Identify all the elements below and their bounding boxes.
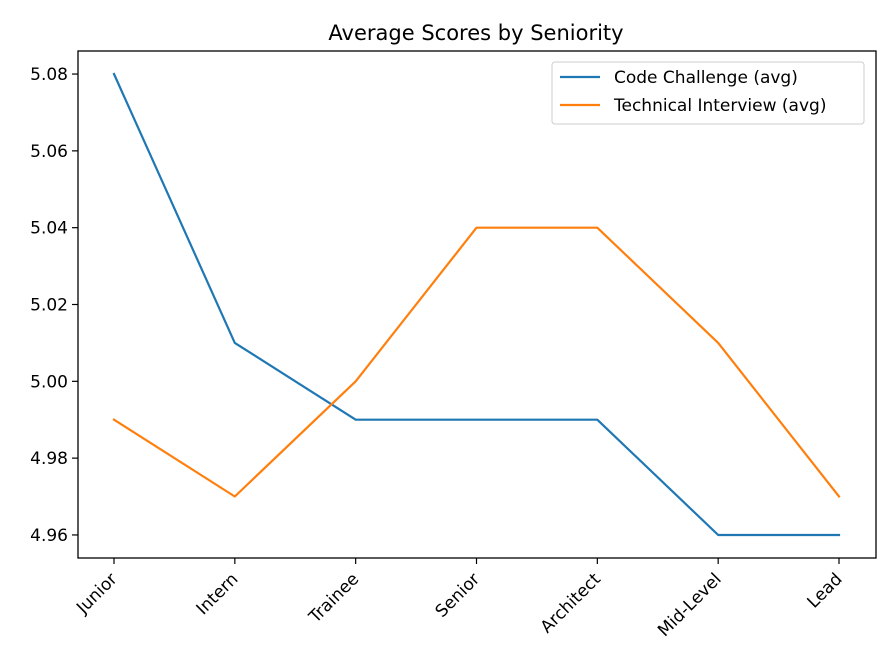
legend-label-1: Technical Interview (avg) (613, 96, 826, 116)
legend: Code Challenge (avg) Technical Interview … (551, 61, 865, 125)
x-tick-label: Intern (193, 569, 243, 619)
y-tick-label: 5.08 (30, 65, 68, 85)
y-tick-label: 5.04 (30, 219, 68, 239)
x-axis: Junior Intern Trainee Senior Architect Mid-Le… (72, 558, 847, 641)
legend-label-0: Code Challenge (avg) (614, 68, 798, 88)
x-tick-label: Senior (432, 569, 484, 621)
y-tick-label: 5.06 (30, 142, 68, 162)
y-axis: 4.96 4.98 5.00 5.02 5.04 5.06 5.08 (30, 65, 78, 546)
legend-box (551, 61, 865, 125)
x-tick-label: Lead (804, 569, 847, 612)
chart-title: Average Scores by Seniority (328, 21, 623, 45)
y-tick-label: 5.00 (30, 372, 68, 392)
series-lines (112, 72, 841, 537)
x-tick-label: Trainee (305, 569, 363, 627)
x-tick-label: Mid-Level (654, 569, 726, 641)
y-tick-label: 5.02 (30, 296, 68, 316)
x-tick-label: Architect (537, 569, 605, 637)
x-tick-label: Junior (72, 569, 121, 618)
series-line-0 (112, 72, 841, 537)
y-tick-label: 4.96 (30, 526, 68, 546)
plot-area (77, 50, 877, 559)
series-line-1 (112, 226, 841, 499)
y-tick-label: 4.98 (30, 449, 68, 469)
